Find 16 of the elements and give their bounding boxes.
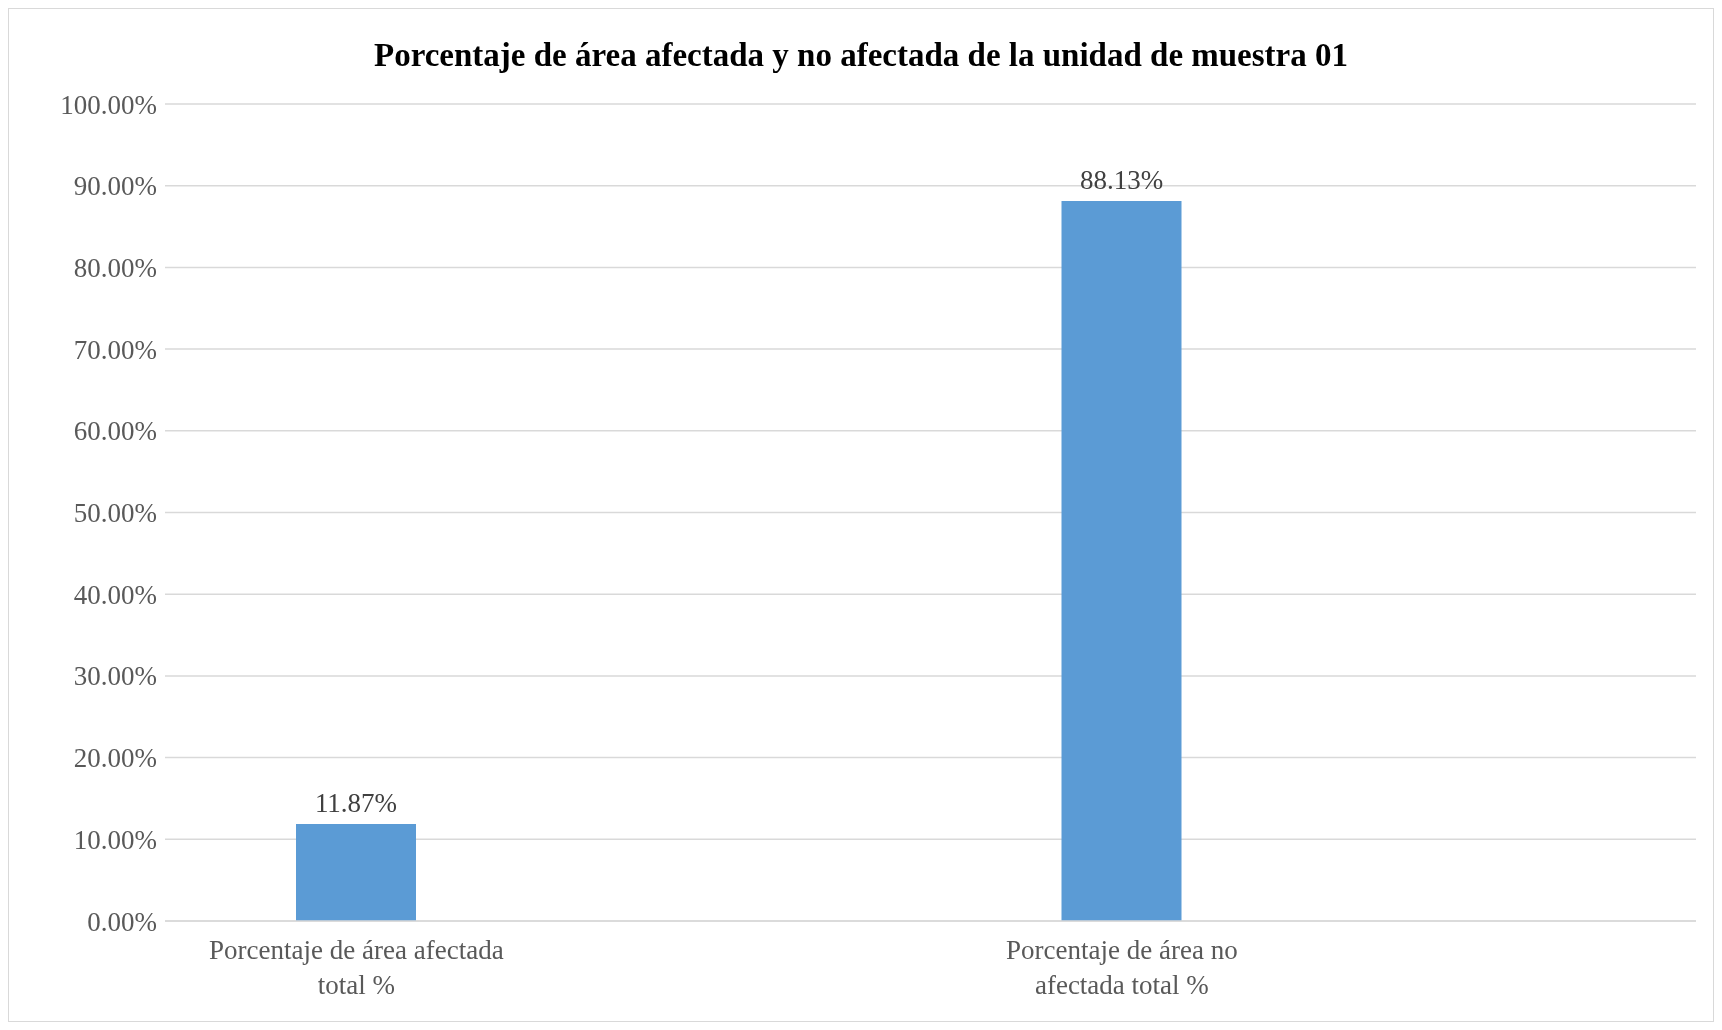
- y-tick-label: 20.00%: [73, 743, 157, 774]
- x-tick-label: Porcentaje de área no afectada total %: [1006, 935, 1238, 1000]
- y-tick-label: 30.00%: [73, 661, 157, 692]
- data-label: 11.87%: [314, 788, 398, 819]
- y-tick-label: 10.00%: [73, 824, 157, 855]
- y-tick-label: 100.00%: [60, 89, 157, 120]
- y-tick-label: 90.00%: [73, 171, 157, 202]
- chart-title: Porcentaje de área afectada y no afectada de la unidad de muestra 01: [373, 37, 1349, 74]
- x-tick-label: Porcentaje de área afectada total %: [209, 935, 504, 1000]
- y-tick-label: 60.00%: [73, 416, 157, 447]
- data-label: 88.13%: [1079, 164, 1164, 195]
- y-tick-label: 50.00%: [73, 498, 157, 529]
- y-tick-label: 40.00%: [73, 579, 157, 610]
- y-tick-label: 0.00%: [87, 906, 157, 937]
- y-tick-label: 70.00%: [73, 334, 157, 365]
- y-tick-label: 80.00%: [73, 252, 157, 283]
